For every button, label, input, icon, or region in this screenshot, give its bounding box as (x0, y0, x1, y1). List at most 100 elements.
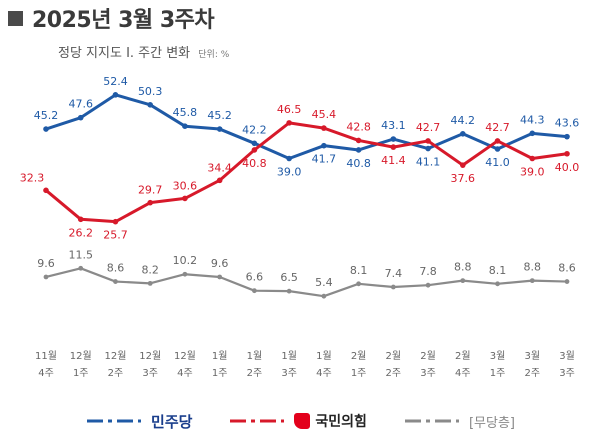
x-tick-label-week: 3주 (281, 368, 297, 379)
x-tick-label-week: 3주 (420, 368, 436, 379)
data-label-minjoo: 43.1 (381, 119, 406, 132)
data-label-none: 7.8 (419, 265, 437, 278)
data-label-minjoo: 43.6 (555, 117, 580, 130)
data-point-minjoo (425, 145, 431, 152)
line-chart: 45.2 47.6 52.4 50.3 45.8 45.2 42.2 39.0 41.7 40.8… (20, 75, 580, 379)
data-label-minjoo: 39.0 (277, 166, 302, 179)
data-point-none (356, 281, 361, 287)
data-label-none: 8.2 (141, 263, 159, 276)
data-label-none: 8.1 (489, 264, 507, 277)
data-point-ppp (425, 138, 431, 144)
x-tick-label-week: 1주 (212, 368, 228, 379)
legend-label-minjoo: 민주당 (151, 412, 193, 431)
data-point-ppp (286, 120, 292, 126)
data-point-ppp (529, 155, 536, 162)
data-point-minjoo (286, 155, 292, 162)
data-point-none (43, 274, 49, 280)
data-point-minjoo (182, 123, 188, 129)
data-label-minjoo: 45.2 (34, 109, 59, 122)
data-label-ppp: 46.5 (277, 103, 302, 116)
data-label-ppp: 26.2 (68, 226, 93, 239)
data-point-none (252, 288, 257, 294)
data-point-ppp (321, 125, 327, 131)
data-label-minjoo: 41.1 (416, 156, 441, 169)
data-label-ppp: 25.7 (103, 229, 128, 242)
data-point-none (321, 293, 327, 299)
data-point-none (564, 279, 570, 284)
legend-label-ppp: 국민의힘 (315, 414, 367, 430)
data-label-none: 6.6 (246, 271, 264, 284)
data-point-ppp (43, 187, 49, 194)
data-point-minjoo (251, 140, 258, 147)
data-label-none: 7.4 (385, 267, 403, 280)
data-label-ppp: 29.7 (138, 184, 163, 197)
legend-item-minjoo: 민주당 (85, 411, 192, 432)
data-label-ppp: 32.3 (20, 171, 45, 184)
data-label-minjoo: 52.4 (103, 75, 128, 88)
data-label-none: 8.6 (107, 262, 125, 275)
x-tick-label-month: 2월 (420, 350, 436, 362)
x-tick-label-week: 2주 (108, 368, 124, 379)
x-tick-label-week: 2주 (247, 368, 263, 379)
data-point-minjoo (147, 102, 153, 108)
data-point-ppp (460, 162, 466, 168)
ppp-logo-icon (294, 413, 311, 429)
data-point-none (217, 274, 223, 280)
data-point-ppp (251, 147, 258, 153)
page-title: 2025년 3월 3주차 (32, 8, 215, 33)
x-tick-label-week: 1주 (490, 368, 506, 379)
data-point-minjoo (216, 126, 223, 132)
data-label-minjoo: 45.8 (173, 106, 198, 119)
x-tick-label-week: 1주 (73, 368, 89, 379)
data-point-ppp (390, 144, 397, 150)
data-label-none: 8.8 (454, 261, 472, 274)
data-label-minjoo: 40.8 (346, 157, 371, 170)
data-label-none: 5.4 (315, 276, 333, 289)
data-label-none: 8.1 (350, 264, 368, 277)
data-label-none: 6.5 (280, 271, 298, 284)
data-label-minjoo: 50.3 (138, 85, 163, 98)
x-tick-label-month: 12월 (104, 350, 126, 362)
data-point-none (286, 288, 292, 294)
data-label-minjoo: 41.0 (485, 156, 510, 169)
data-point-minjoo (564, 133, 570, 140)
data-point-ppp (147, 199, 153, 206)
unit-label: 단위: % (198, 50, 230, 60)
data-label-ppp: 40.0 (555, 161, 580, 174)
data-point-minjoo (112, 92, 119, 98)
data-point-minjoo (355, 147, 362, 153)
data-label-ppp: 41.4 (381, 154, 406, 167)
x-tick-label-month: 11월 (35, 350, 57, 362)
data-point-minjoo (77, 114, 84, 121)
series-line-none (45, 267, 568, 298)
title-row: 2025년 3월 3주차 (8, 2, 598, 34)
data-point-ppp (77, 216, 84, 223)
data-label-minjoo: 45.2 (207, 109, 232, 122)
data-point-none (147, 280, 153, 286)
data-point-none (182, 271, 188, 277)
x-tick-label-week: 4주 (38, 368, 54, 379)
x-tick-label-month: 12월 (139, 350, 161, 362)
data-label-ppp: 42.7 (416, 121, 441, 134)
x-tick-label-month: 1월 (316, 350, 332, 362)
data-point-ppp (112, 218, 119, 225)
data-point-none (529, 278, 535, 284)
data-point-none (425, 282, 431, 288)
legend-label-none: [무당층] (468, 415, 515, 431)
data-label-ppp: 40.8 (242, 157, 267, 170)
x-tick-label-week: 1주 (351, 368, 367, 379)
x-tick-label-month: 3월 (524, 350, 540, 362)
data-label-ppp: 42.8 (346, 120, 371, 133)
data-label-minjoo: 41.7 (312, 153, 337, 166)
x-tick-label-month: 3월 (559, 350, 575, 362)
x-tick-label-week: 3주 (559, 368, 575, 379)
data-point-none (390, 284, 396, 290)
data-label-ppp: 37.6 (451, 172, 476, 185)
data-label-none: 10.2 (173, 254, 198, 267)
x-tick-label-month: 2월 (386, 350, 402, 362)
x-tick-label-week: 4주 (316, 368, 332, 379)
x-tick-label-month: 1월 (212, 350, 228, 362)
data-label-none: 9.6 (37, 257, 55, 270)
data-label-minjoo: 44.3 (520, 113, 545, 126)
x-tick-label-week: 4주 (455, 368, 471, 379)
